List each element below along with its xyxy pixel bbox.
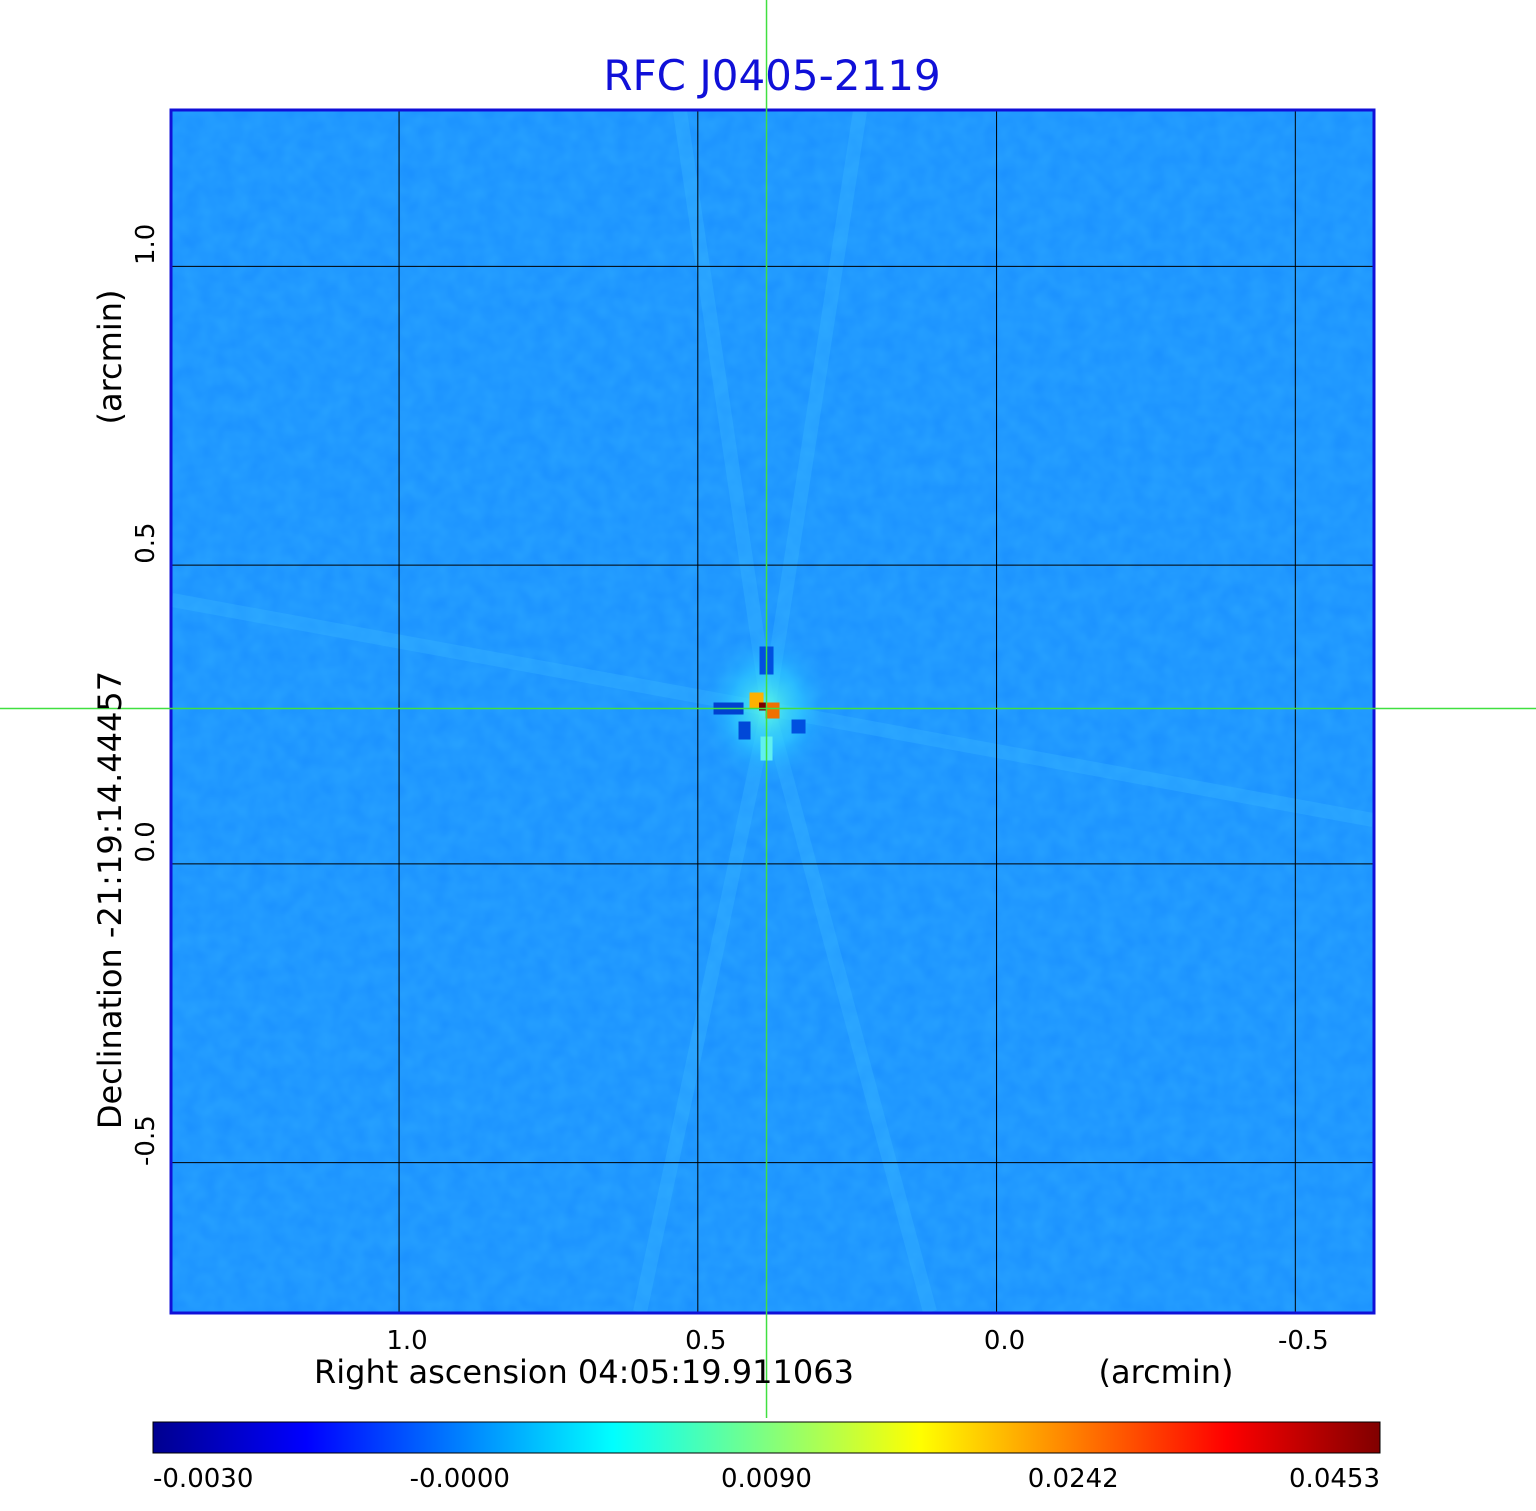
colorbar-tick-label-1: -0.0000 xyxy=(410,1464,510,1494)
y-axis-label: Declination -21:19:14.44457 xyxy=(91,671,129,1129)
source-lobe-right xyxy=(791,719,806,734)
chart-title: RFC J0405-2119 xyxy=(603,51,940,100)
heatmap-image xyxy=(172,111,1373,1312)
x-tick-label-2: 0.0 xyxy=(984,1326,1025,1356)
colorbar-tick-labels: -0.0030 -0.0000 0.0090 0.0242 0.0453 xyxy=(153,1464,1380,1494)
source-lobe-bottom xyxy=(738,721,751,740)
y-tick-labels: 1.0 0.5 0.0 -0.5 xyxy=(131,224,161,1166)
plot-frame xyxy=(169,108,1376,1315)
y-tick-label-2: 0.0 xyxy=(131,821,161,862)
heatmap-streaks xyxy=(172,111,1373,1312)
source-core-right xyxy=(765,702,780,719)
colorbar-tick-label-3: 0.0242 xyxy=(1028,1464,1119,1494)
y-axis-unit: (arcmin) xyxy=(91,290,129,425)
grid-lines xyxy=(172,111,1373,1312)
x-axis-label: Right ascension 04:05:19.911063 xyxy=(314,1353,854,1391)
colorbar-tick-label-0: -0.0030 xyxy=(153,1464,253,1494)
y-tick-label-1: 0.5 xyxy=(131,522,161,563)
source-peak xyxy=(759,702,767,711)
colorbar-tick-label-4: 0.0453 xyxy=(1289,1464,1380,1494)
x-tick-label-1: 0.5 xyxy=(685,1326,726,1356)
y-tick-label-0: 1.0 xyxy=(131,224,161,265)
x-tick-labels: 1.0 0.5 0.0 -0.5 xyxy=(386,1326,1328,1356)
y-tick-label-3: -0.5 xyxy=(131,1115,161,1166)
x-axis-unit: (arcmin) xyxy=(1099,1353,1234,1391)
x-tick-label-0: 1.0 xyxy=(386,1326,427,1356)
x-tick-label-3: -0.5 xyxy=(1278,1326,1329,1356)
colorbar-tick-label-2: 0.0090 xyxy=(721,1464,812,1494)
colorbar xyxy=(152,1421,1381,1454)
